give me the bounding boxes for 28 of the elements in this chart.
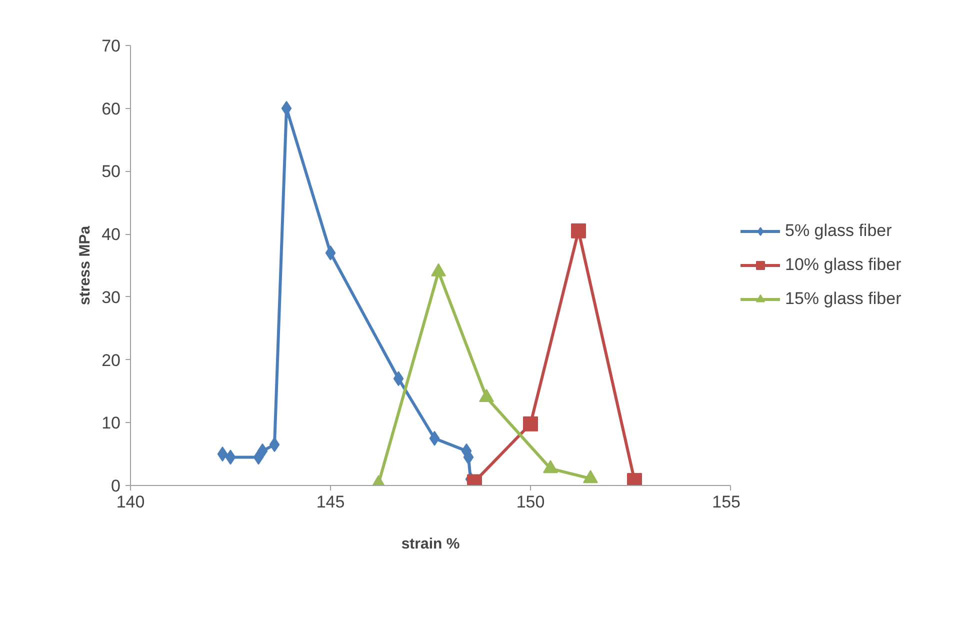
x-tick-label: 145 (316, 492, 345, 512)
y-tick-label: 30 (102, 288, 121, 307)
point (269, 437, 280, 452)
point (325, 245, 336, 260)
point (627, 472, 642, 486)
y-axis-title: stress MPa (76, 225, 94, 306)
point (257, 443, 268, 458)
y-tick-label: 10 (102, 414, 121, 433)
point (281, 100, 292, 116)
y-tick-label: 70 (102, 36, 121, 56)
legend-label: 15% glass fiber (785, 289, 902, 309)
x-axis-title: strain % (401, 536, 460, 552)
point (225, 450, 236, 465)
x-tick-label: 150 (516, 492, 545, 512)
x-tick-label: 155 (712, 492, 741, 512)
point (571, 223, 586, 238)
legend-label: 10% glass fiber (785, 255, 902, 275)
y-tick-label: 20 (102, 350, 121, 370)
y-tick-label: 40 (102, 225, 121, 244)
y-tick-label: 60 (102, 99, 121, 118)
y-tick-label: 0 (111, 476, 121, 496)
legend-label: 5% glass fiber (785, 221, 892, 241)
x-tick-label: 140 (116, 492, 145, 512)
point (217, 446, 228, 462)
y-tick-label: 50 (102, 162, 121, 182)
point (523, 416, 538, 432)
point (429, 430, 440, 446)
point (393, 371, 404, 386)
